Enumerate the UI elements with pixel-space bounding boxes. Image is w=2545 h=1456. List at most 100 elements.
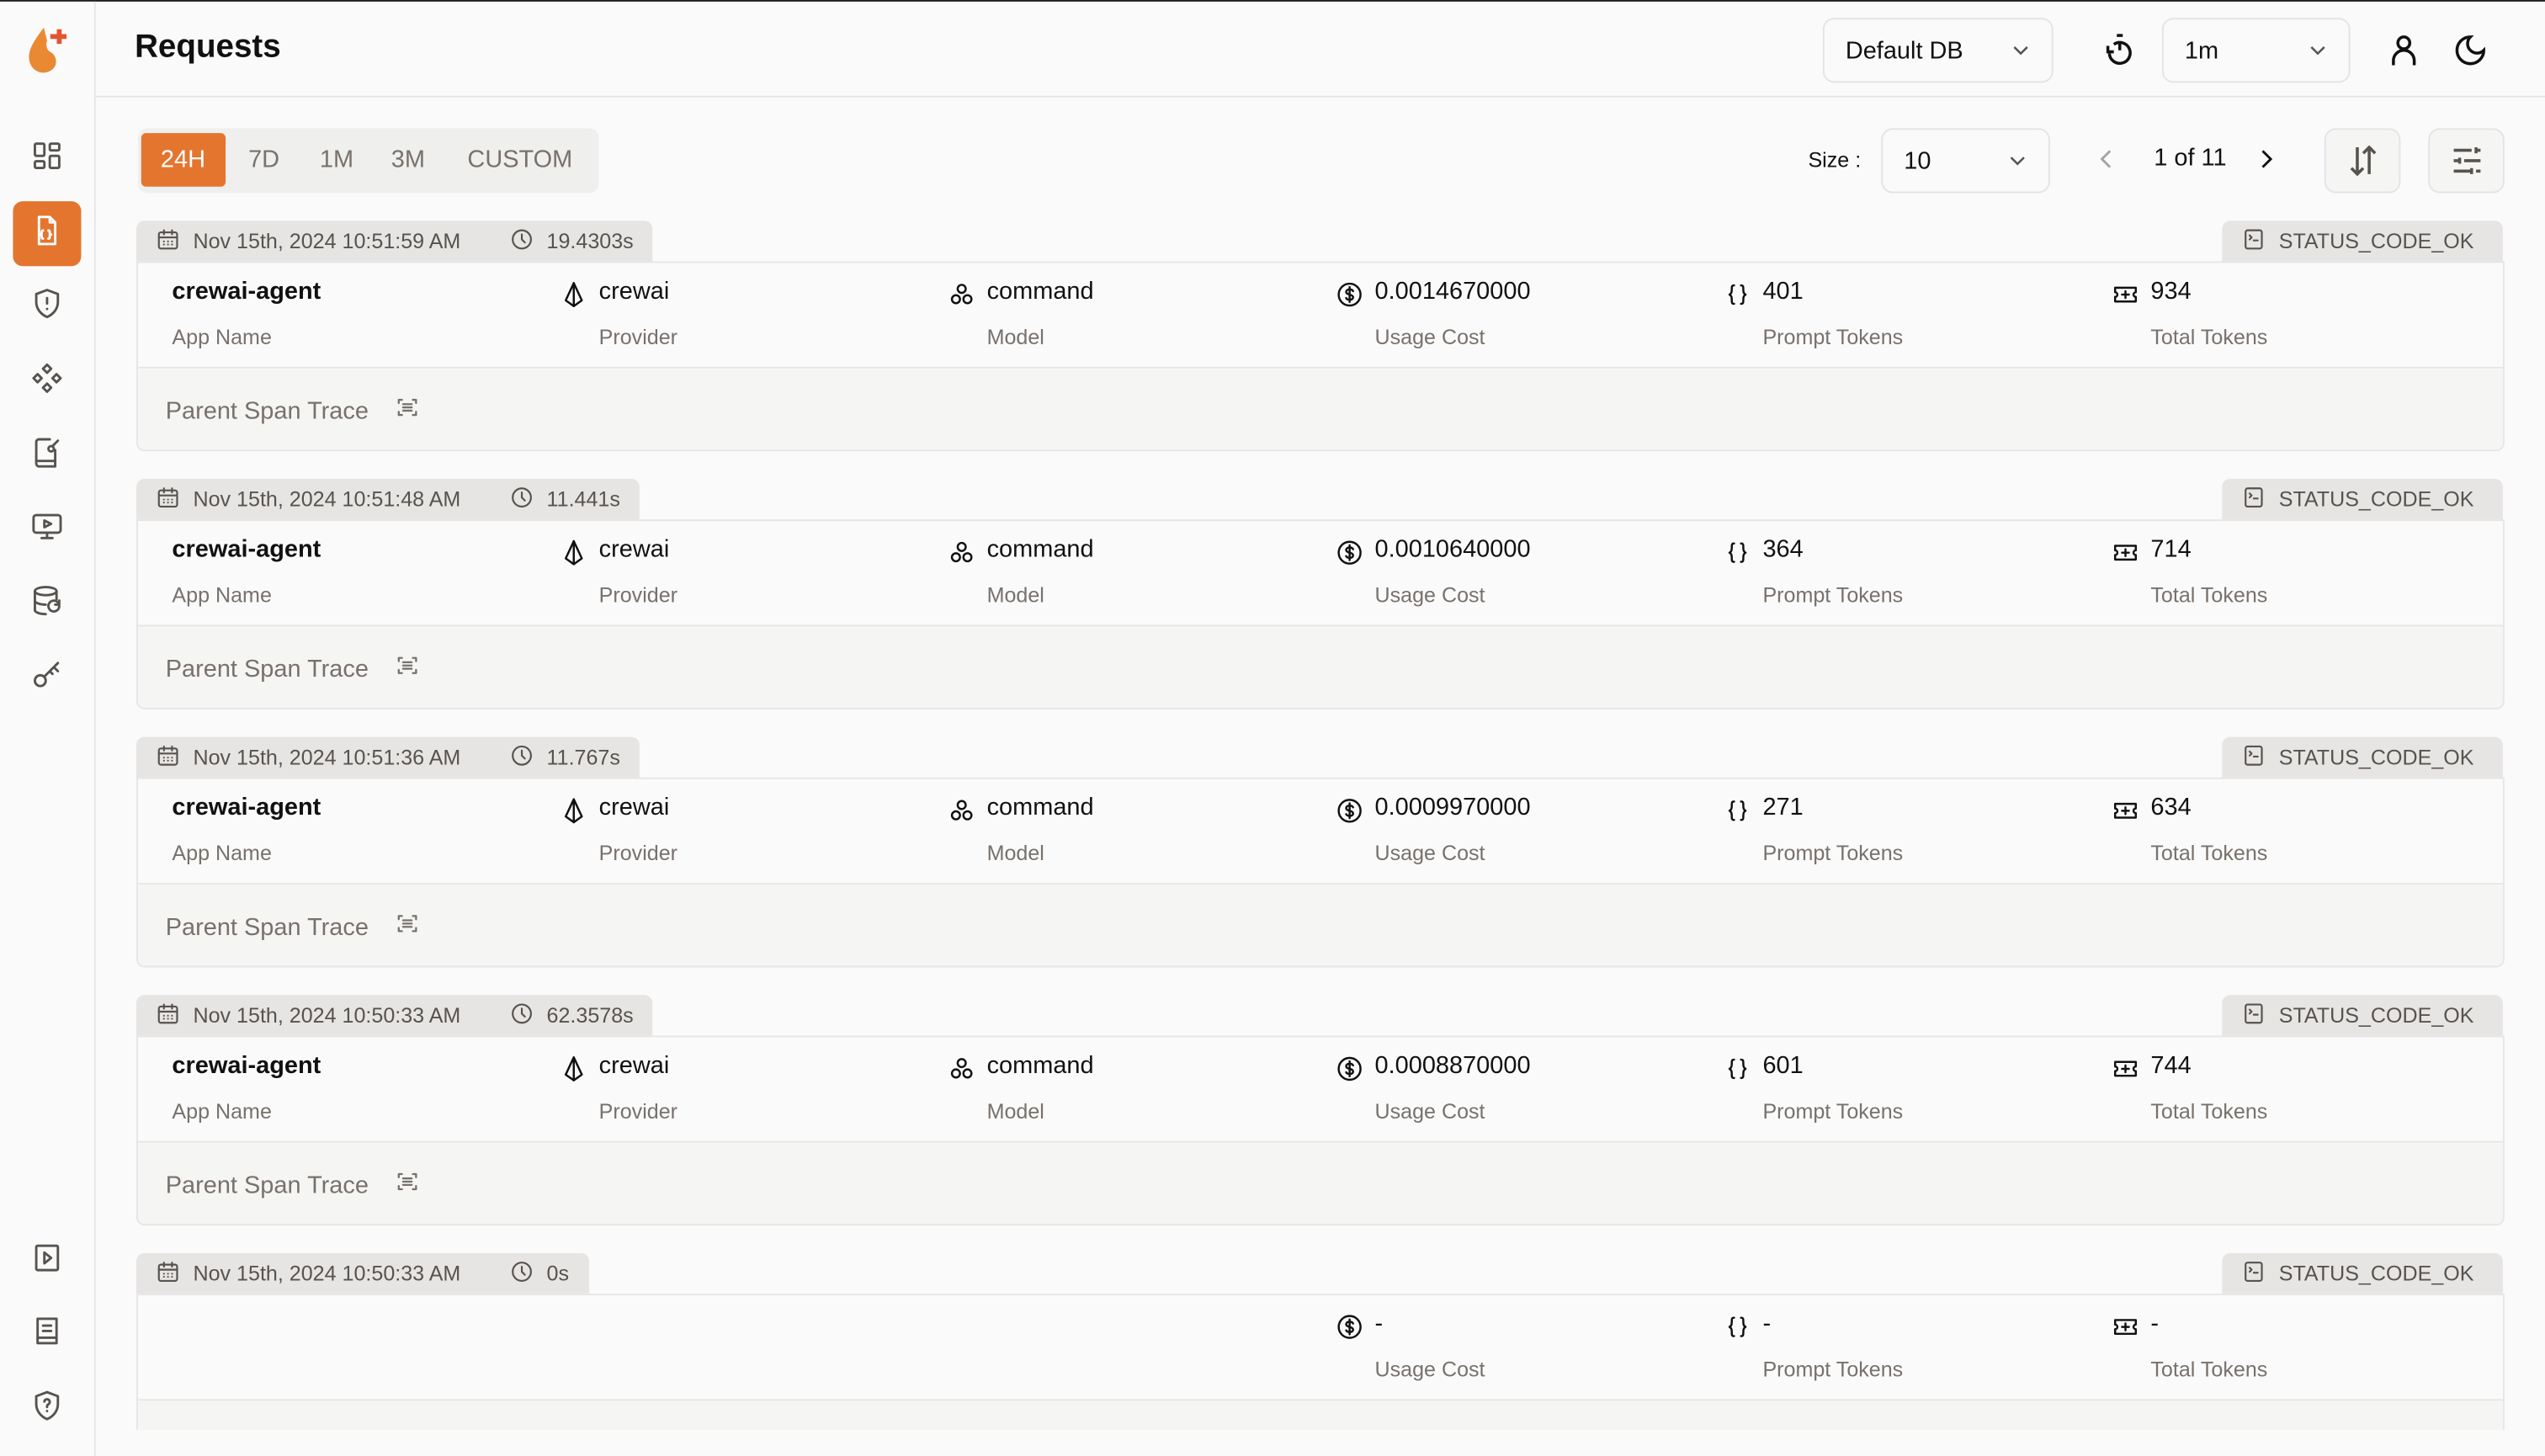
parent-span-trace-link[interactable]: Parent Span Trace	[166, 652, 421, 685]
sidebar-item-key[interactable]	[13, 646, 81, 711]
dollar-icon	[1336, 539, 1363, 566]
request-card[interactable]: Nov 15th, 2024 10:50:33 AM 62.3578s STAT…	[135, 987, 2505, 1226]
moon-icon[interactable]	[2452, 33, 2488, 68]
request-time: Nov 15th, 2024 10:50:33 AM	[193, 1002, 461, 1028]
sidebar-item-database-refresh[interactable]	[13, 571, 81, 636]
total-label: Total Tokens	[2150, 841, 2268, 865]
model-value: command	[986, 1051, 1094, 1080]
app-name-value: crewai-agent	[172, 794, 321, 821]
model-value: command	[986, 794, 1094, 821]
ticket-icon	[2112, 539, 2139, 566]
prompt-label: Prompt Tokens	[1762, 841, 1904, 865]
page-size-label: Size :	[1808, 147, 1862, 173]
provider-icon	[560, 281, 587, 309]
model-value: command	[986, 535, 1094, 564]
refresh-interval-select[interactable]: 1m	[2161, 18, 2351, 83]
provider-value: crewai	[598, 277, 670, 306]
page-size-select[interactable]: 10	[1881, 128, 2050, 194]
sidebar-item-requests[interactable]	[13, 201, 82, 267]
database-select[interactable]: Default DB	[1822, 18, 2054, 83]
app-name-value: crewai-agent	[172, 535, 321, 564]
tab-1m[interactable]: 1M	[319, 146, 354, 174]
model-icon	[948, 281, 975, 309]
provider-label: Provider	[598, 841, 678, 865]
prompt-book-icon	[31, 436, 64, 476]
top-header: Requests Default DB 1m	[95, 2, 2545, 98]
next-page-icon[interactable]	[2256, 148, 2276, 171]
sidebar-item-shield-alert[interactable]	[13, 274, 81, 339]
cost-label: Usage Cost	[1374, 841, 1485, 865]
tab-24h[interactable]: 24H	[141, 133, 226, 187]
request-card[interactable]: Nov 15th, 2024 10:51:36 AM 11.767s STATU…	[135, 729, 2505, 968]
page-title: Requests	[135, 29, 281, 66]
request-duration: 19.4303s	[546, 228, 634, 253]
provider-label: Provider	[598, 324, 678, 349]
terminal-icon	[2241, 1001, 2266, 1030]
calendar-icon	[156, 742, 180, 772]
request-card[interactable]: Nov 15th, 2024 10:50:33 AM 0s STATUS_COD…	[135, 1245, 2505, 1431]
provider-icon	[560, 539, 587, 566]
scan-text-icon	[395, 1169, 421, 1202]
shield-alert-icon	[31, 286, 64, 327]
prompt-value: 401	[1762, 277, 1804, 306]
total-value: -	[2150, 1310, 2160, 1338]
parent-span-trace-label: Parent Span Trace	[165, 655, 369, 683]
ticket-icon	[2112, 1313, 2139, 1341]
braces-icon	[1724, 1055, 1751, 1083]
request-card[interactable]: Nov 15th, 2024 10:51:48 AM 11.441s STATU…	[135, 470, 2505, 709]
braces-icon	[1724, 281, 1751, 309]
terminal-icon	[2241, 226, 2266, 256]
parent-span-trace-link[interactable]: Parent Span Trace	[166, 1427, 421, 1430]
request-card[interactable]: Nov 15th, 2024 10:51:59 AM 19.4303s STAT…	[135, 213, 2505, 452]
app-name-value: crewai-agent	[172, 277, 321, 306]
sidebar-item-components[interactable]	[13, 349, 81, 414]
cost-value: -	[1374, 1310, 1384, 1338]
total-label: Total Tokens	[2150, 1357, 2268, 1382]
database-select-value: Default DB	[1845, 36, 1963, 65]
sidebar-item-docs-book[interactable]	[13, 1302, 81, 1367]
total-value: 934	[2150, 277, 2192, 306]
request-time: Nov 15th, 2024 10:50:33 AM	[193, 1261, 461, 1286]
braces-icon	[1724, 1313, 1751, 1341]
chevron-down-icon	[2310, 46, 2325, 56]
dollar-icon	[1336, 797, 1363, 825]
tab-custom[interactable]: CUSTOM	[467, 146, 573, 174]
request-duration: 0s	[546, 1261, 570, 1286]
total-value: 634	[2150, 794, 2192, 821]
filter-settings-button[interactable]	[2428, 128, 2505, 194]
sidebar-item-dashboard[interactable]	[13, 126, 81, 191]
parent-span-trace-link[interactable]: Parent Span Trace	[166, 1169, 421, 1202]
dollar-icon	[1336, 1055, 1363, 1083]
prompt-value: 601	[1762, 1051, 1804, 1080]
docs-book-icon	[31, 1314, 64, 1354]
request-meta-tab: Nov 15th, 2024 10:51:48 AM 11.441s	[136, 478, 640, 520]
tab-3m[interactable]: 3M	[391, 146, 425, 174]
request-list: Nov 15th, 2024 10:51:59 AM 19.4303s STAT…	[135, 213, 2506, 1431]
scan-text-icon	[395, 1427, 421, 1430]
sidebar-item-play-square[interactable]	[13, 1229, 81, 1294]
terminal-icon	[2241, 742, 2266, 772]
sidebar-item-shield-help[interactable]	[13, 1376, 81, 1441]
tab-7d[interactable]: 7D	[248, 146, 280, 174]
prompt-label: Prompt Tokens	[1762, 582, 1904, 608]
timer-refresh-icon	[2106, 34, 2132, 65]
sidebar-item-monitor-play[interactable]	[13, 497, 81, 561]
sidebar-item-prompt-book[interactable]	[13, 423, 81, 488]
clock-icon	[509, 226, 534, 256]
shield-help-icon	[31, 1389, 64, 1429]
parent-span-trace-link[interactable]: Parent Span Trace	[166, 395, 421, 428]
calendar-icon	[156, 485, 180, 514]
sidebar	[0, 1, 96, 1456]
sort-button[interactable]	[2324, 128, 2401, 194]
clock-icon	[509, 1259, 534, 1289]
request-time: Nov 15th, 2024 10:51:59 AM	[193, 228, 461, 253]
parent-span-trace-link[interactable]: Parent Span Trace	[166, 911, 421, 943]
openlit-logo[interactable]	[24, 24, 70, 77]
time-range-tabs: 24H 7D 1M 3M CUSTOM	[137, 128, 599, 194]
page-indicator: 1 of 11	[2154, 144, 2227, 173]
previous-page-icon[interactable]	[2097, 148, 2117, 171]
status-text: STATUS_CODE_OK	[2278, 745, 2474, 770]
refresh-interval-value: 1m	[2184, 36, 2219, 65]
clock-icon	[509, 1001, 534, 1030]
user-icon[interactable]	[2386, 33, 2421, 68]
